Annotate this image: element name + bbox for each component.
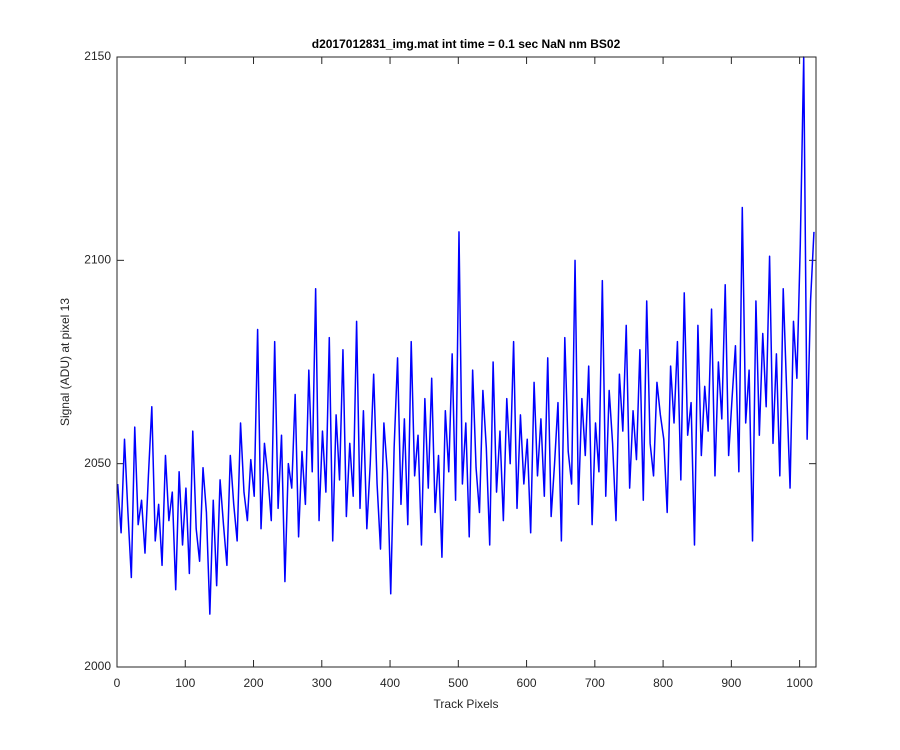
x-tick-label: 400 (380, 676, 400, 690)
axes-box (116, 56, 817, 668)
x-tick-label: 100 (175, 676, 195, 690)
x-tick-label: 1000 (786, 676, 813, 690)
y-tick-label: 2150 (84, 49, 111, 63)
x-tick-label: 200 (244, 676, 264, 690)
x-tick-label: 0 (114, 676, 121, 690)
x-tick-label: 600 (517, 676, 537, 690)
y-axis-label: Signal (ADU) at pixel 13 (58, 298, 72, 426)
x-tick-label: 300 (312, 676, 332, 690)
x-tick-label: 500 (448, 676, 468, 690)
chart-title: d2017012831_img.mat int time = 0.1 sec N… (312, 37, 621, 51)
y-tick-label: 2000 (84, 659, 111, 673)
x-tick-label: 800 (653, 676, 673, 690)
x-tick-label: 700 (585, 676, 605, 690)
data-line (116, 56, 815, 615)
x-axis-label: Track Pixels (434, 697, 499, 711)
y-tick-label: 2100 (84, 253, 111, 267)
y-tick-label: 2050 (84, 456, 111, 470)
x-tick-label: 900 (721, 676, 741, 690)
